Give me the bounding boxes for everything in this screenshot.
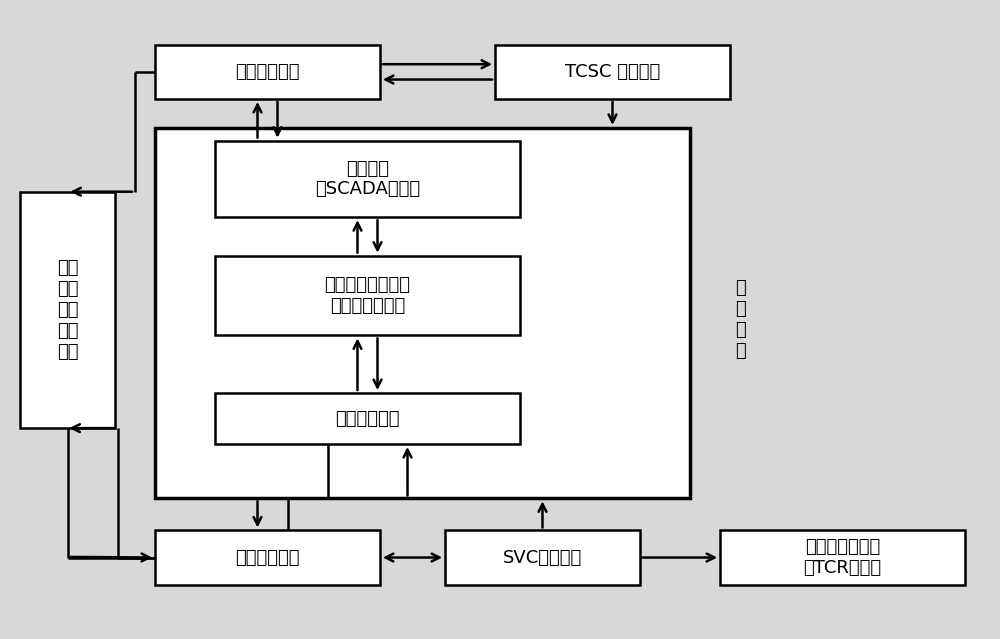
FancyBboxPatch shape — [215, 393, 520, 444]
FancyBboxPatch shape — [155, 128, 690, 498]
FancyBboxPatch shape — [155, 45, 380, 99]
Text: 第一联调系统: 第一联调系统 — [235, 63, 300, 81]
Text: SVC控制单元: SVC控制单元 — [503, 548, 582, 567]
Text: TCSC 控制单元: TCSC 控制单元 — [565, 63, 660, 81]
Text: 数据通讯系统: 数据通讯系统 — [335, 410, 400, 427]
Text: 变电站综合自动化
系统（站控层）: 变电站综合自动化 系统（站控层） — [324, 276, 411, 315]
FancyBboxPatch shape — [720, 530, 965, 585]
Text: 调度系统
（SCADA系统）: 调度系统 （SCADA系统） — [315, 160, 420, 198]
FancyBboxPatch shape — [20, 192, 115, 428]
FancyBboxPatch shape — [215, 141, 520, 217]
Text: 相控电抗器回路
（TCR支路）: 相控电抗器回路 （TCR支路） — [803, 538, 882, 577]
FancyBboxPatch shape — [445, 530, 640, 585]
Text: 第二联调系统: 第二联调系统 — [235, 548, 300, 567]
Text: 通
讯
通
道: 通 讯 通 道 — [735, 279, 745, 360]
Text: 鞍结
分岔
自适
应控
制器: 鞍结 分岔 自适 应控 制器 — [57, 259, 78, 360]
FancyBboxPatch shape — [155, 530, 380, 585]
FancyBboxPatch shape — [215, 256, 520, 335]
FancyBboxPatch shape — [495, 45, 730, 99]
